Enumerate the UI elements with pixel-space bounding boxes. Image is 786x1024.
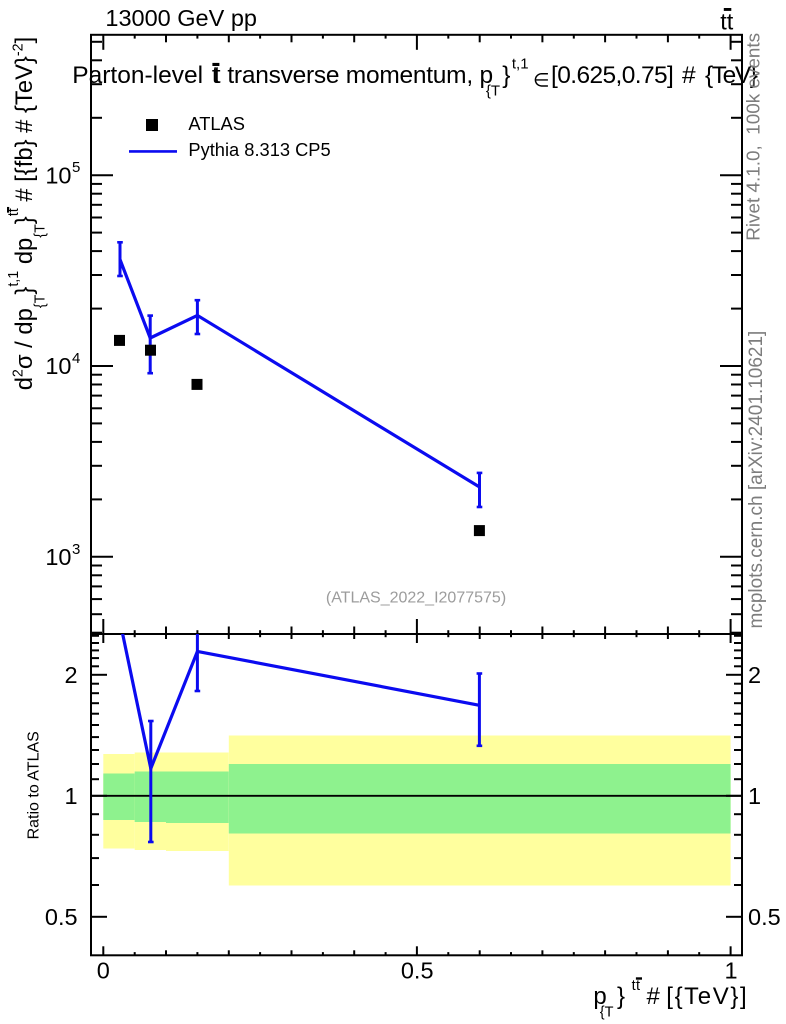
svg-text:3: 3 xyxy=(72,541,80,558)
svg-text:σ / dp: σ / dp xyxy=(11,308,38,369)
svg-text:10: 10 xyxy=(45,163,71,189)
svg-text:# [{fb} # {TeV}: # [{fb} # {TeV} xyxy=(11,56,38,208)
svg-text:}: } xyxy=(11,287,38,295)
svg-text:(ATLAS_2022_I2077575): (ATLAS_2022_I2077575) xyxy=(326,590,506,607)
svg-text:p: p xyxy=(593,983,606,1010)
svg-text:{T: {T xyxy=(33,224,49,238)
svg-text:t,1: t,1 xyxy=(512,56,529,73)
svg-text:2: 2 xyxy=(65,662,78,688)
svg-text:{T: {T xyxy=(33,294,49,308)
svg-text:}: } xyxy=(617,983,625,1010)
svg-text:{TeV}: {TeV} xyxy=(705,62,758,89)
svg-text:10: 10 xyxy=(45,353,71,379)
svg-text:5: 5 xyxy=(72,159,80,176)
svg-text:2: 2 xyxy=(11,369,27,377)
svg-text:0.5: 0.5 xyxy=(748,904,781,930)
svg-text:#: # xyxy=(682,62,696,89)
svg-text:4: 4 xyxy=(72,350,80,367)
svg-text:1: 1 xyxy=(748,783,761,809)
svg-text:{T: {T xyxy=(600,1004,614,1020)
svg-text:tt: tt xyxy=(720,9,734,35)
svg-text:Pythia 8.313 CP5: Pythia 8.313 CP5 xyxy=(188,139,330,160)
svg-text:Rivet 4.1.0, 100k events: Rivet 4.1.0, 100k events xyxy=(744,33,765,241)
svg-text:d: d xyxy=(11,377,38,390)
svg-text:Ratio to ATLAS: Ratio to ATLAS xyxy=(26,731,43,839)
svg-text:transverse momentum,: transverse momentum, xyxy=(221,62,473,89)
svg-text:10: 10 xyxy=(45,544,71,570)
svg-text:mcplots.cern.ch [arXiv:2401.10: mcplots.cern.ch [arXiv:2401.10621] xyxy=(746,331,767,629)
svg-text:0.5: 0.5 xyxy=(401,957,434,983)
svg-text:0: 0 xyxy=(97,957,110,983)
svg-text:t: t xyxy=(6,208,22,212)
svg-text:dp: dp xyxy=(11,238,38,271)
svg-text:2: 2 xyxy=(748,662,761,688)
svg-text:t: t xyxy=(214,62,221,89)
svg-text:ATLAS: ATLAS xyxy=(188,113,245,134)
svg-text:t: t xyxy=(212,62,219,89)
svg-text:t: t xyxy=(636,978,640,994)
svg-text:0.5: 0.5 xyxy=(45,904,78,930)
svg-text:1: 1 xyxy=(65,783,78,809)
svg-text:}: } xyxy=(502,62,510,89)
svg-text:}: } xyxy=(11,216,38,224)
svg-text:p: p xyxy=(480,62,494,89)
svg-text:t: t xyxy=(6,212,22,216)
svg-text:13000 GeV pp: 13000 GeV pp xyxy=(105,5,257,31)
svg-text:t: t xyxy=(632,978,636,994)
svg-text:∈: ∈ xyxy=(533,70,550,91)
svg-text:1: 1 xyxy=(724,957,737,983)
svg-text:[{TeV}]: [{TeV}] xyxy=(666,983,748,1010)
svg-text:-2: -2 xyxy=(11,43,27,56)
svg-text:]: ] xyxy=(11,37,38,44)
svg-text:t,1: t,1 xyxy=(6,271,22,287)
svg-text:[0.625,0.75]: [0.625,0.75] xyxy=(551,62,673,89)
svg-text:{T: {T xyxy=(486,83,500,100)
svg-text:#: # xyxy=(647,983,661,1010)
svg-text:Parton-level: Parton-level xyxy=(72,62,203,89)
